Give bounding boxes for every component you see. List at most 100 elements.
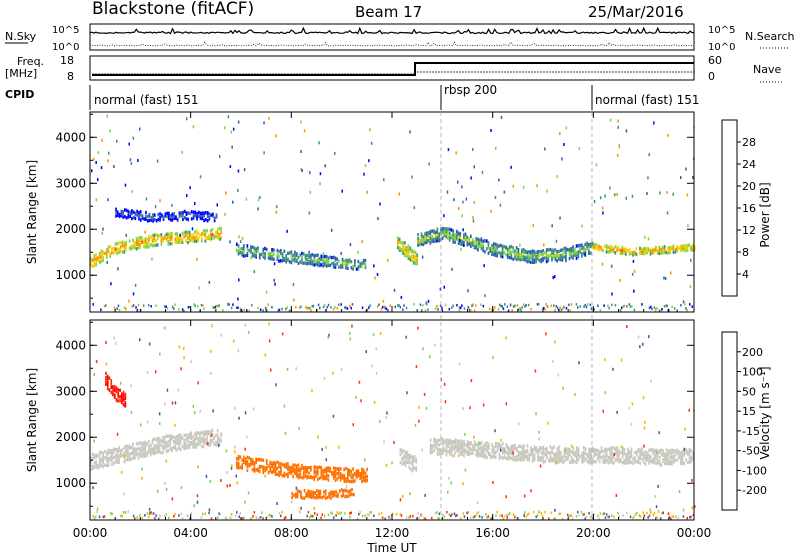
data-cell: [102, 454, 104, 458]
data-cell: [183, 231, 186, 235]
near-range-cell: [111, 512, 113, 516]
noise-cell: [270, 368, 272, 372]
data-cell: [144, 454, 147, 458]
data-cell: [269, 460, 272, 464]
data-cell: [660, 463, 663, 467]
noise-cell: [462, 228, 464, 232]
data-cell: [148, 237, 150, 242]
noise-cell: [197, 381, 199, 385]
data-cell: [313, 471, 316, 475]
noise-cell: [239, 240, 242, 244]
data-cell: [144, 445, 147, 449]
data-cell: [165, 232, 168, 236]
data-cell: [281, 252, 284, 256]
data-cell: [581, 451, 583, 456]
noise-cell: [503, 190, 506, 194]
data-cell: [132, 452, 134, 456]
data-cell: [454, 240, 456, 244]
data-cell: [246, 468, 249, 473]
data-cell: [607, 461, 610, 465]
near-range-cell: [238, 515, 240, 518]
data-cell: [339, 263, 342, 268]
data-cell: [178, 214, 181, 218]
data-cell: [398, 248, 401, 252]
data-cell: [301, 466, 303, 470]
noise-cell: [281, 332, 284, 336]
data-cell: [361, 470, 363, 474]
data-cell: [124, 395, 127, 399]
near-range-cell: [652, 513, 654, 517]
data-cell: [322, 477, 324, 481]
noise-cell: [97, 151, 100, 155]
near-range-cell: [351, 303, 354, 306]
data-cell: [350, 469, 353, 474]
data-cell: [644, 247, 647, 251]
data-cell: [137, 446, 140, 451]
near-range-cell: [631, 305, 633, 308]
near-range-cell: [590, 307, 593, 310]
noise-cell: [106, 114, 108, 118]
data-cell: [285, 257, 287, 261]
data-cell: [138, 217, 140, 221]
noise-cell: [350, 473, 353, 477]
data-cell: [164, 435, 166, 440]
near-range-cell: [317, 303, 320, 307]
near-range-cell: [327, 513, 330, 517]
data-cell: [546, 446, 548, 451]
data-cell: [160, 451, 163, 455]
data-cell: [109, 449, 112, 453]
data-cell: [519, 254, 521, 258]
noise-cell: [425, 406, 428, 410]
data-cell: [215, 215, 218, 219]
near-range-cell: [538, 303, 540, 306]
noise-cell: [151, 257, 153, 261]
data-cell: [127, 215, 130, 219]
near-range-cell: [495, 514, 497, 517]
data-cell: [596, 244, 599, 248]
noise-cell: [377, 217, 379, 221]
data-cell: [576, 460, 578, 465]
data-cell: [202, 433, 205, 437]
noise-cell: [244, 323, 247, 327]
near-range-cell: [336, 306, 339, 310]
data-cell: [627, 450, 629, 454]
data-cell: [454, 444, 457, 449]
near-range-cell: [608, 306, 610, 310]
data-cell: [302, 471, 305, 475]
data-cell: [171, 212, 174, 216]
data-cell: [301, 261, 303, 265]
data-cell: [436, 442, 439, 446]
data-cell: [264, 466, 266, 470]
data-cell: [581, 454, 583, 459]
data-cell: [463, 439, 465, 444]
data-cell: [330, 490, 332, 494]
near-range-cell: [306, 514, 308, 518]
data-cell: [274, 466, 277, 470]
data-cell: [202, 437, 205, 441]
data-cell: [429, 238, 432, 242]
data-cell: [407, 254, 410, 258]
near-range-cell: [350, 511, 352, 514]
data-cell: [470, 447, 472, 451]
data-cell: [183, 235, 186, 239]
x-tick-label: 16:00: [475, 526, 510, 540]
data-cell: [505, 456, 508, 460]
near-range-cell: [532, 510, 535, 514]
noise-cell: [230, 130, 232, 134]
data-cell: [292, 253, 294, 258]
data-cell: [575, 252, 578, 256]
data-cell: [347, 262, 349, 266]
data-cell: [169, 447, 171, 451]
near-range-cell: [656, 307, 658, 310]
data-cell: [141, 454, 143, 459]
near-range-cell: [237, 306, 239, 309]
data-cell: [470, 451, 472, 455]
data-cell: [212, 214, 214, 218]
data-cell: [105, 452, 108, 456]
data-cell: [292, 467, 294, 471]
data-cell: [660, 251, 662, 255]
near-range-cell: [359, 511, 361, 514]
near-range-cell: [558, 308, 560, 312]
data-cell: [687, 460, 689, 465]
data-cell: [607, 447, 610, 451]
